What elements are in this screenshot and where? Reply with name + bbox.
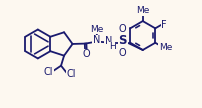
Text: N: N	[93, 35, 100, 45]
Text: F: F	[161, 20, 167, 30]
Text: H: H	[109, 42, 115, 52]
Text: Me: Me	[90, 25, 104, 34]
Text: Me: Me	[159, 43, 172, 52]
Text: Cl: Cl	[43, 67, 53, 77]
Text: Cl: Cl	[67, 69, 76, 79]
Text: N: N	[105, 36, 112, 46]
Text: O: O	[119, 24, 126, 34]
Text: O: O	[119, 48, 126, 58]
Text: Me: Me	[136, 6, 149, 15]
Text: O: O	[82, 49, 90, 59]
Text: S: S	[118, 34, 127, 47]
